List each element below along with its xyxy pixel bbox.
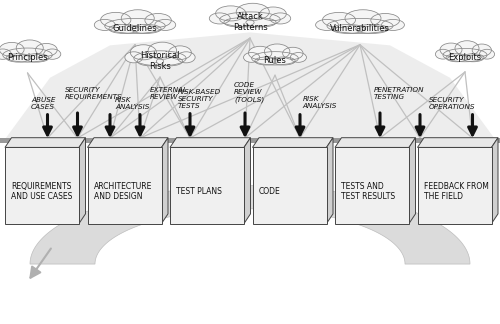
Ellipse shape — [44, 49, 61, 59]
Polygon shape — [335, 138, 415, 147]
Ellipse shape — [443, 48, 487, 62]
Polygon shape — [5, 138, 86, 147]
Ellipse shape — [480, 49, 494, 59]
Ellipse shape — [371, 14, 400, 27]
Ellipse shape — [327, 18, 393, 33]
Polygon shape — [88, 138, 168, 147]
Ellipse shape — [255, 57, 278, 65]
Ellipse shape — [94, 19, 115, 30]
Ellipse shape — [0, 49, 12, 59]
Ellipse shape — [382, 19, 404, 30]
Ellipse shape — [224, 18, 254, 27]
Ellipse shape — [322, 12, 356, 28]
Text: Historical
Risks: Historical Risks — [140, 51, 180, 71]
Ellipse shape — [272, 57, 295, 65]
Text: RISK
ANALYSIS: RISK ANALYSIS — [302, 96, 337, 109]
Ellipse shape — [109, 24, 139, 33]
Polygon shape — [492, 138, 498, 224]
Ellipse shape — [105, 18, 165, 33]
Ellipse shape — [134, 51, 186, 66]
Ellipse shape — [260, 7, 286, 21]
Text: Rules: Rules — [264, 56, 286, 65]
Ellipse shape — [6, 54, 31, 62]
Ellipse shape — [446, 54, 468, 62]
Polygon shape — [79, 138, 86, 224]
Ellipse shape — [264, 44, 290, 59]
Ellipse shape — [220, 12, 280, 27]
Ellipse shape — [210, 13, 230, 24]
Ellipse shape — [316, 19, 338, 30]
Ellipse shape — [455, 41, 479, 56]
Polygon shape — [326, 138, 333, 224]
Ellipse shape — [148, 42, 176, 59]
Ellipse shape — [24, 54, 49, 62]
Ellipse shape — [177, 52, 195, 63]
Text: SECURITY
OPERATIONS: SECURITY OPERATIONS — [429, 97, 476, 110]
Ellipse shape — [131, 24, 161, 33]
Ellipse shape — [16, 40, 44, 56]
Text: REQUIREMENTS
AND USE CASES: REQUIREMENTS AND USE CASES — [11, 182, 72, 201]
Text: EXTERNAL
REVIEW: EXTERNAL REVIEW — [150, 87, 188, 100]
Text: TESTS AND
TEST RESULTS: TESTS AND TEST RESULTS — [341, 182, 395, 201]
Bar — [0, 138, 500, 143]
Ellipse shape — [244, 52, 260, 62]
Text: SECURITY
REQUIREMENTS: SECURITY REQUIREMENTS — [65, 87, 122, 100]
Ellipse shape — [155, 19, 176, 30]
Ellipse shape — [252, 52, 298, 65]
Text: RISK
ANALYSIS: RISK ANALYSIS — [115, 97, 150, 110]
Bar — [170, 147, 244, 224]
Polygon shape — [244, 138, 250, 224]
Ellipse shape — [3, 48, 52, 62]
Ellipse shape — [138, 57, 164, 66]
Ellipse shape — [332, 24, 364, 33]
Polygon shape — [252, 138, 333, 147]
Ellipse shape — [168, 46, 192, 60]
Ellipse shape — [145, 14, 172, 27]
Bar — [335, 147, 409, 224]
Text: Exploits: Exploits — [448, 53, 482, 62]
Text: PENETRATION
TESTING: PENETRATION TESTING — [374, 87, 424, 100]
Ellipse shape — [472, 44, 492, 56]
Polygon shape — [170, 138, 250, 147]
Ellipse shape — [345, 10, 381, 27]
Polygon shape — [162, 138, 168, 224]
Text: ABUSE
CASES: ABUSE CASES — [31, 97, 56, 110]
Ellipse shape — [236, 3, 269, 20]
Polygon shape — [30, 186, 470, 264]
Ellipse shape — [156, 57, 182, 66]
Ellipse shape — [216, 6, 246, 21]
Text: Vulnerabilities: Vulnerabilities — [330, 24, 390, 33]
Text: Principles: Principles — [7, 53, 48, 62]
Text: CODE
REVIEW
(TOOLS): CODE REVIEW (TOOLS) — [234, 82, 264, 103]
Text: Attack
Patterns: Attack Patterns — [232, 12, 268, 32]
Ellipse shape — [0, 42, 24, 56]
Text: Guidelines: Guidelines — [112, 24, 158, 33]
Bar — [5, 147, 79, 224]
Bar — [418, 147, 492, 224]
Text: CODE: CODE — [258, 187, 280, 196]
Ellipse shape — [270, 13, 290, 24]
Ellipse shape — [436, 49, 450, 59]
Polygon shape — [2, 32, 498, 143]
Text: ARCHITECTURE
AND DESIGN: ARCHITECTURE AND DESIGN — [94, 182, 152, 201]
Ellipse shape — [36, 43, 57, 56]
Text: RISK-BASED
SECURITY
TESTS: RISK-BASED SECURITY TESTS — [178, 89, 221, 109]
Ellipse shape — [440, 43, 462, 56]
Ellipse shape — [290, 52, 306, 62]
Ellipse shape — [121, 10, 154, 27]
Polygon shape — [418, 138, 498, 147]
Bar — [88, 147, 162, 224]
Ellipse shape — [125, 52, 143, 63]
Ellipse shape — [100, 12, 131, 28]
Ellipse shape — [130, 45, 156, 60]
Text: FEEDBACK FROM
THE FIELD: FEEDBACK FROM THE FIELD — [424, 182, 488, 201]
Text: TEST PLANS: TEST PLANS — [176, 187, 222, 196]
Ellipse shape — [462, 54, 484, 62]
Ellipse shape — [282, 47, 303, 59]
Ellipse shape — [356, 24, 388, 33]
Ellipse shape — [246, 18, 276, 27]
Bar — [252, 147, 326, 224]
Ellipse shape — [248, 46, 272, 60]
Polygon shape — [409, 138, 416, 224]
